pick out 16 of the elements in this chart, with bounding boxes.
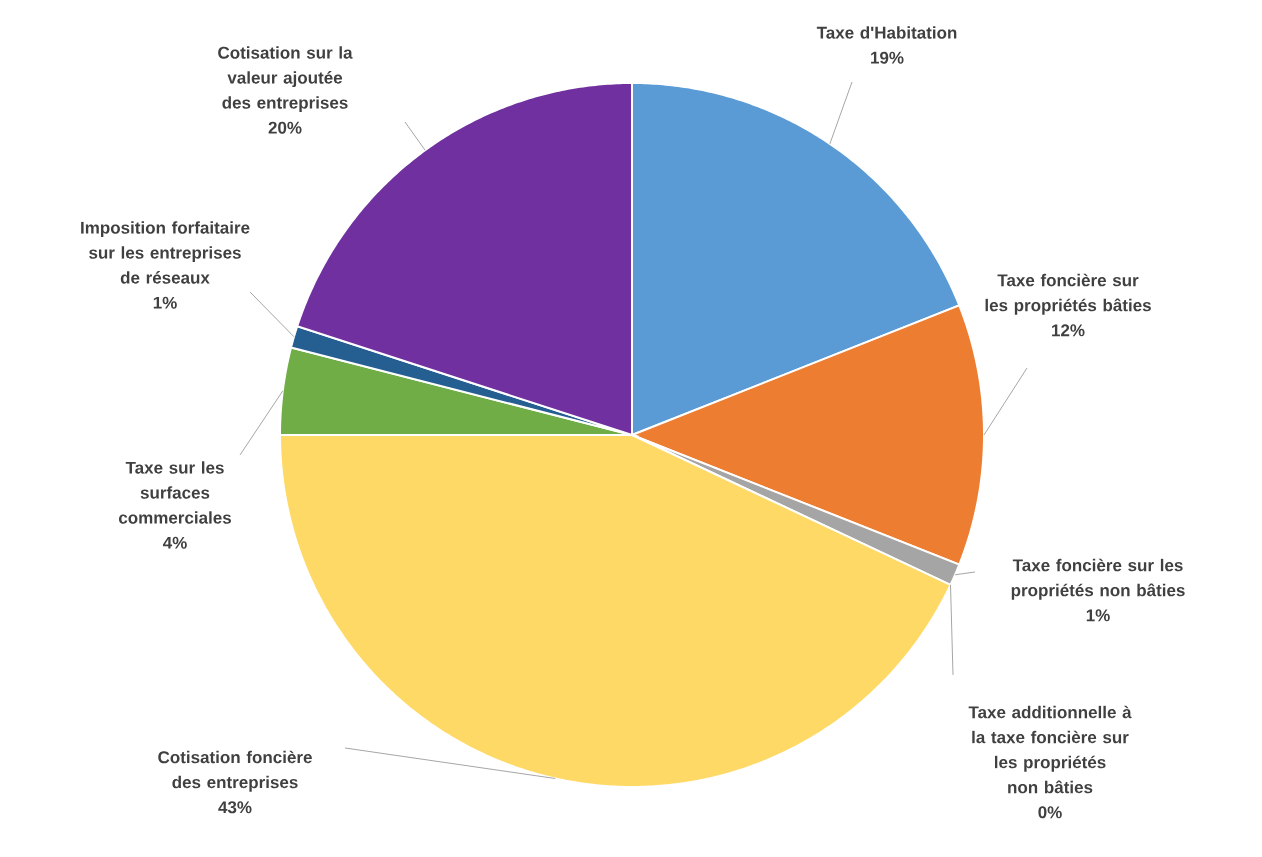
data-label: 4%	[162, 536, 187, 549]
data-label: 43%	[218, 801, 252, 814]
category-label: Taxe additionnelle à la taxe foncière sur les propriétés non bâties	[968, 705, 1132, 794]
slice-label: Imposition forfaitaire sur les entreprises de réseaux	[81, 221, 250, 284]
legend-label: Taxe foncière sur les propriétés non bâties	[1011, 558, 1185, 600]
slice-label: Cotisation sur la valeur ajoutée des entreprises	[218, 46, 353, 113]
data-label: 19%	[871, 51, 904, 64]
slice-label: Taxe foncière sur les propriétés bâties	[985, 273, 1151, 315]
slice-label: Taxe sur les surfaces commerciales	[118, 461, 231, 524]
data-label: 1%	[1086, 609, 1110, 622]
data-label: 12%	[1052, 324, 1085, 337]
text: 0%	[1038, 806, 1062, 819]
slice-label: Cotisation foncière des entreprises	[158, 750, 312, 792]
data-label: 1%	[153, 296, 177, 309]
data-label: 20%	[268, 121, 302, 134]
slice-label: Taxe d'Habitation	[816, 26, 957, 39]
